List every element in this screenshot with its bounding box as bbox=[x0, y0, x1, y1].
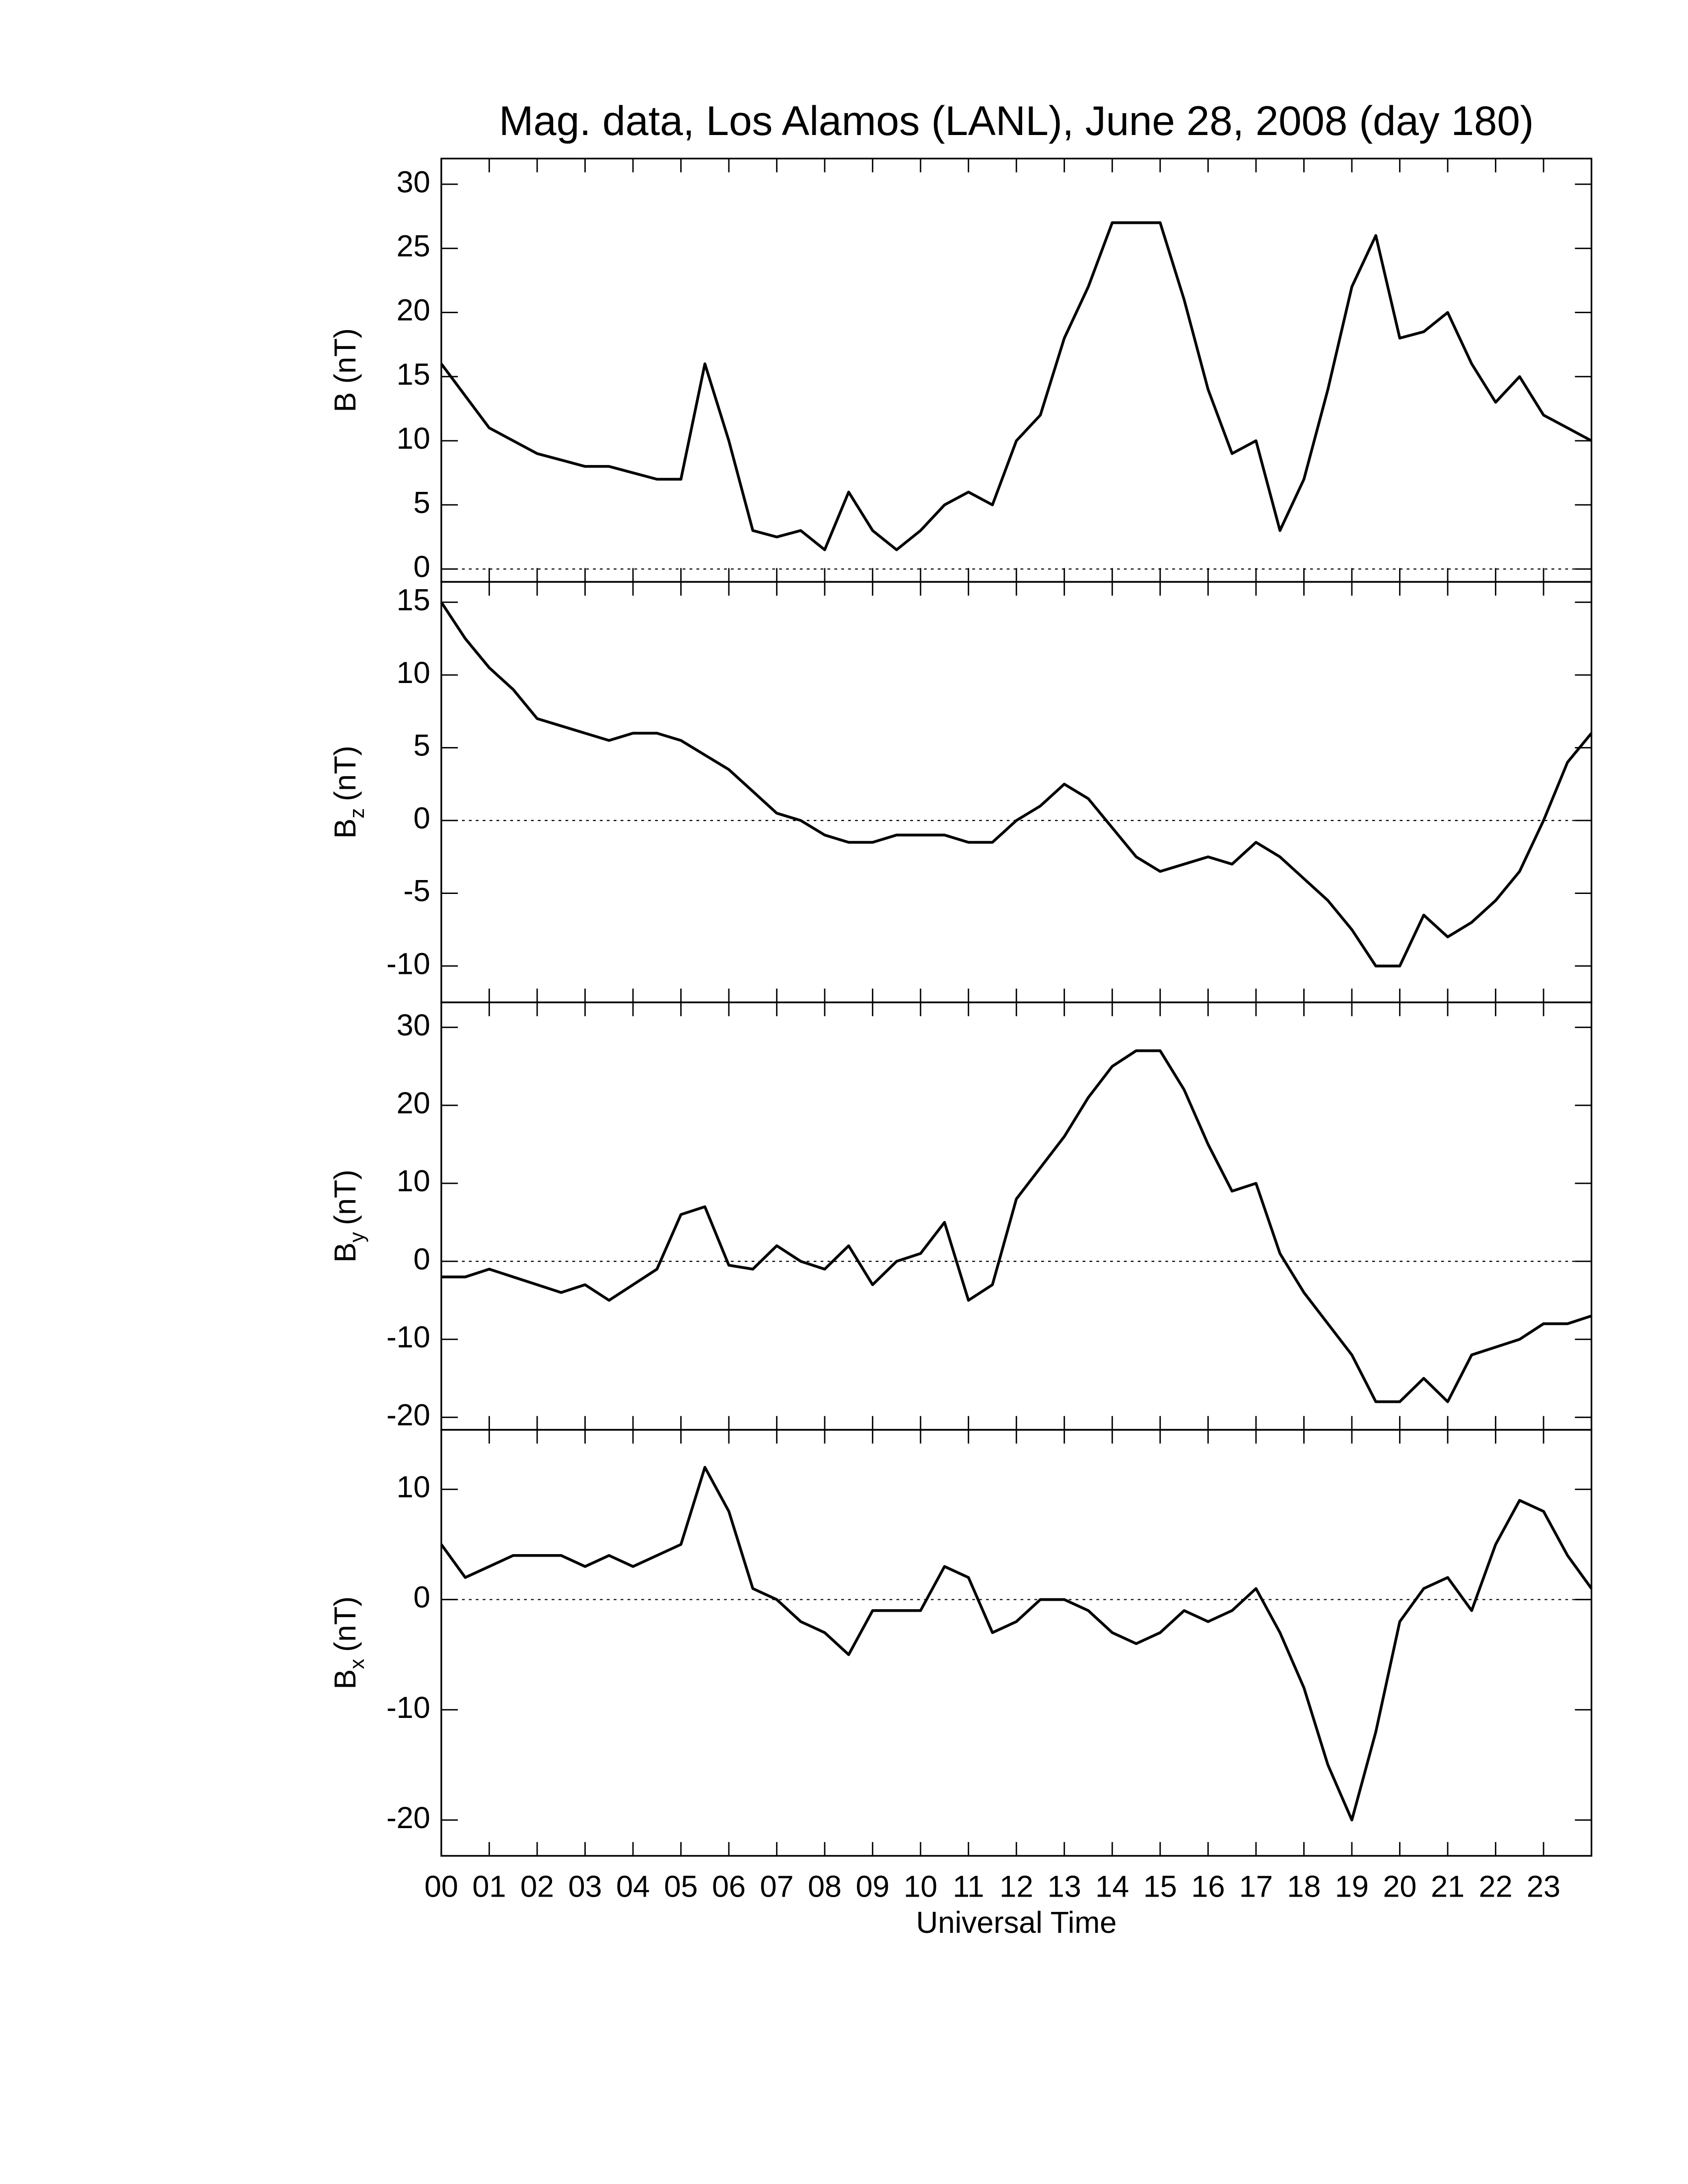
y-tick-label: 20 bbox=[397, 1086, 430, 1120]
y-tick-label: 15 bbox=[397, 583, 430, 616]
y-label-unit: (nT) bbox=[328, 1169, 362, 1225]
y-tick-label: 0 bbox=[414, 550, 430, 584]
y-tick-label: -10 bbox=[386, 1320, 430, 1354]
y-tick-label: -20 bbox=[386, 1398, 430, 1432]
x-tick-label: 14 bbox=[1095, 1870, 1129, 1904]
x-tick-label: 19 bbox=[1335, 1870, 1369, 1904]
x-tick-label: 10 bbox=[904, 1870, 937, 1904]
data-line bbox=[441, 1049, 1592, 1403]
y-label-subscript: y bbox=[345, 1232, 368, 1242]
y-tick-label: -10 bbox=[386, 947, 430, 980]
y-tick-label: 5 bbox=[414, 729, 430, 762]
x-tick-label: 08 bbox=[808, 1870, 842, 1904]
x-tick-label: 23 bbox=[1527, 1870, 1560, 1904]
y-label-subscript: x bbox=[345, 1659, 368, 1669]
y-tick-label: 0 bbox=[414, 801, 430, 835]
y-tick-label: -10 bbox=[386, 1691, 430, 1724]
y-label-symbol: B bbox=[328, 1242, 362, 1263]
y-label-symbol: B bbox=[328, 819, 362, 839]
x-tick-label: 12 bbox=[999, 1870, 1033, 1904]
x-tick-label: 00 bbox=[424, 1870, 458, 1904]
data-line bbox=[440, 601, 1593, 967]
y-tick-label: -5 bbox=[403, 874, 430, 908]
y-tick-label: 10 bbox=[397, 1164, 430, 1198]
x-tick-label: 13 bbox=[1048, 1870, 1081, 1904]
x-axis-label: Universal Time bbox=[916, 1906, 1117, 1939]
x-tick-label: 06 bbox=[712, 1870, 746, 1904]
x-tick-label: 07 bbox=[760, 1870, 794, 1904]
x-tick-label: 20 bbox=[1383, 1870, 1416, 1904]
y-label-unit: (nT) bbox=[328, 328, 362, 384]
y-label-subscript: z bbox=[345, 808, 368, 819]
x-tick-label: 18 bbox=[1287, 1870, 1321, 1904]
x-tick-label: 01 bbox=[472, 1870, 506, 1904]
x-tick-label: 22 bbox=[1479, 1870, 1513, 1904]
data-line bbox=[440, 1466, 1593, 1822]
y-tick-label: 30 bbox=[397, 165, 430, 199]
x-tick-label: 15 bbox=[1143, 1870, 1177, 1904]
y-tick-label: 10 bbox=[397, 421, 430, 455]
y-axis-label: By (nT) bbox=[328, 1169, 368, 1262]
x-tick-label: 11 bbox=[953, 1870, 984, 1904]
x-tick-label: 03 bbox=[568, 1870, 602, 1904]
x-tick-label: 16 bbox=[1191, 1870, 1225, 1904]
y-tick-label: 15 bbox=[397, 357, 430, 391]
y-label-unit: (nT) bbox=[328, 1596, 362, 1652]
y-tick-label: 20 bbox=[397, 293, 430, 327]
y-label-symbol: B bbox=[328, 392, 362, 412]
y-tick-label: 10 bbox=[397, 1470, 430, 1504]
y-tick-label: 25 bbox=[397, 229, 430, 263]
x-tick-label: 05 bbox=[664, 1870, 698, 1904]
chart-title: Mag. data, Los Alamos (LANL), June 28, 2… bbox=[499, 98, 1534, 144]
y-tick-label: 0 bbox=[414, 1242, 430, 1276]
y-label-unit: (nT) bbox=[328, 746, 362, 801]
y-tick-label: 0 bbox=[414, 1580, 430, 1614]
y-label-symbol: B bbox=[328, 1669, 362, 1690]
y-axis-label: Bx (nT) bbox=[328, 1596, 368, 1689]
y-tick-label: 30 bbox=[397, 1008, 430, 1042]
y-tick-label: -20 bbox=[386, 1801, 430, 1835]
x-tick-label: 04 bbox=[616, 1870, 650, 1904]
y-axis-label: Bz (nT) bbox=[328, 746, 368, 838]
y-tick-label: 5 bbox=[414, 485, 430, 519]
data-line bbox=[440, 221, 1592, 551]
x-tick-label: 21 bbox=[1431, 1870, 1465, 1904]
x-tick-label: 02 bbox=[520, 1870, 554, 1904]
y-tick-label: 10 bbox=[397, 656, 430, 689]
x-tick-label: 17 bbox=[1239, 1870, 1273, 1904]
x-tick-label: 09 bbox=[856, 1870, 890, 1904]
y-axis-label: B (nT) bbox=[328, 328, 362, 412]
